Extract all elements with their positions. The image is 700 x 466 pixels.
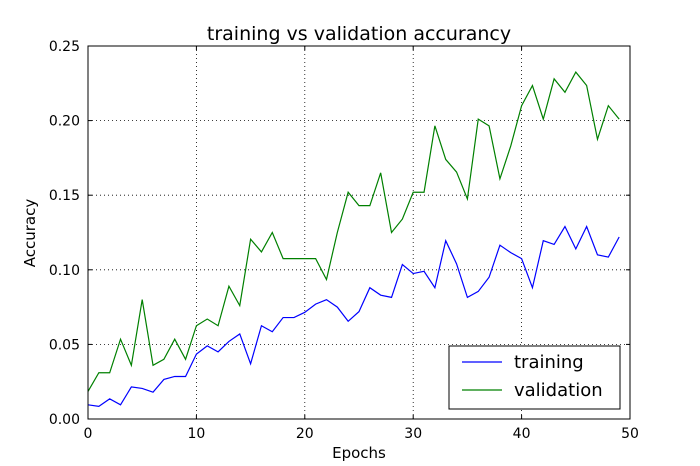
x-axis-title: Epochs (332, 444, 386, 462)
chart-title: training vs validation accurancy (207, 23, 511, 45)
x-tick-label: 20 (296, 426, 314, 442)
legend: training validation (448, 345, 621, 410)
plot-frame (87, 45, 631, 420)
x-tick-label: 40 (513, 426, 531, 442)
x-tick-label: 0 (84, 426, 93, 442)
series-training (87, 225, 620, 407)
y-tick-label: 0.15 (49, 188, 80, 204)
x-tick-label: 50 (621, 426, 639, 442)
series-line-training (87, 225, 620, 407)
x-tick-label: 30 (404, 426, 422, 442)
axis-ticks (87, 45, 631, 420)
x-tick-label: 10 (187, 426, 205, 442)
legend-box (448, 345, 621, 410)
y-tick-label: 0.00 (49, 412, 80, 428)
legend-label-training: training (514, 352, 584, 373)
y-tick-label: 0.20 (49, 114, 80, 130)
y-tick-label: 0.10 (49, 263, 80, 279)
y-axis-title: Accuracy (21, 199, 39, 268)
series-validation (87, 71, 620, 392)
y-tick-label: 0.05 (49, 337, 80, 353)
y-tick-label: 0.25 (49, 39, 80, 55)
x-tick-labels: 0 10 20 30 40 50 (84, 426, 639, 442)
y-tick-labels: 0.00 0.05 0.10 0.15 0.20 0.25 (49, 39, 80, 428)
series-layer (87, 71, 620, 407)
legend-label-validation: validation (514, 380, 603, 401)
series-line-validation (87, 71, 620, 392)
